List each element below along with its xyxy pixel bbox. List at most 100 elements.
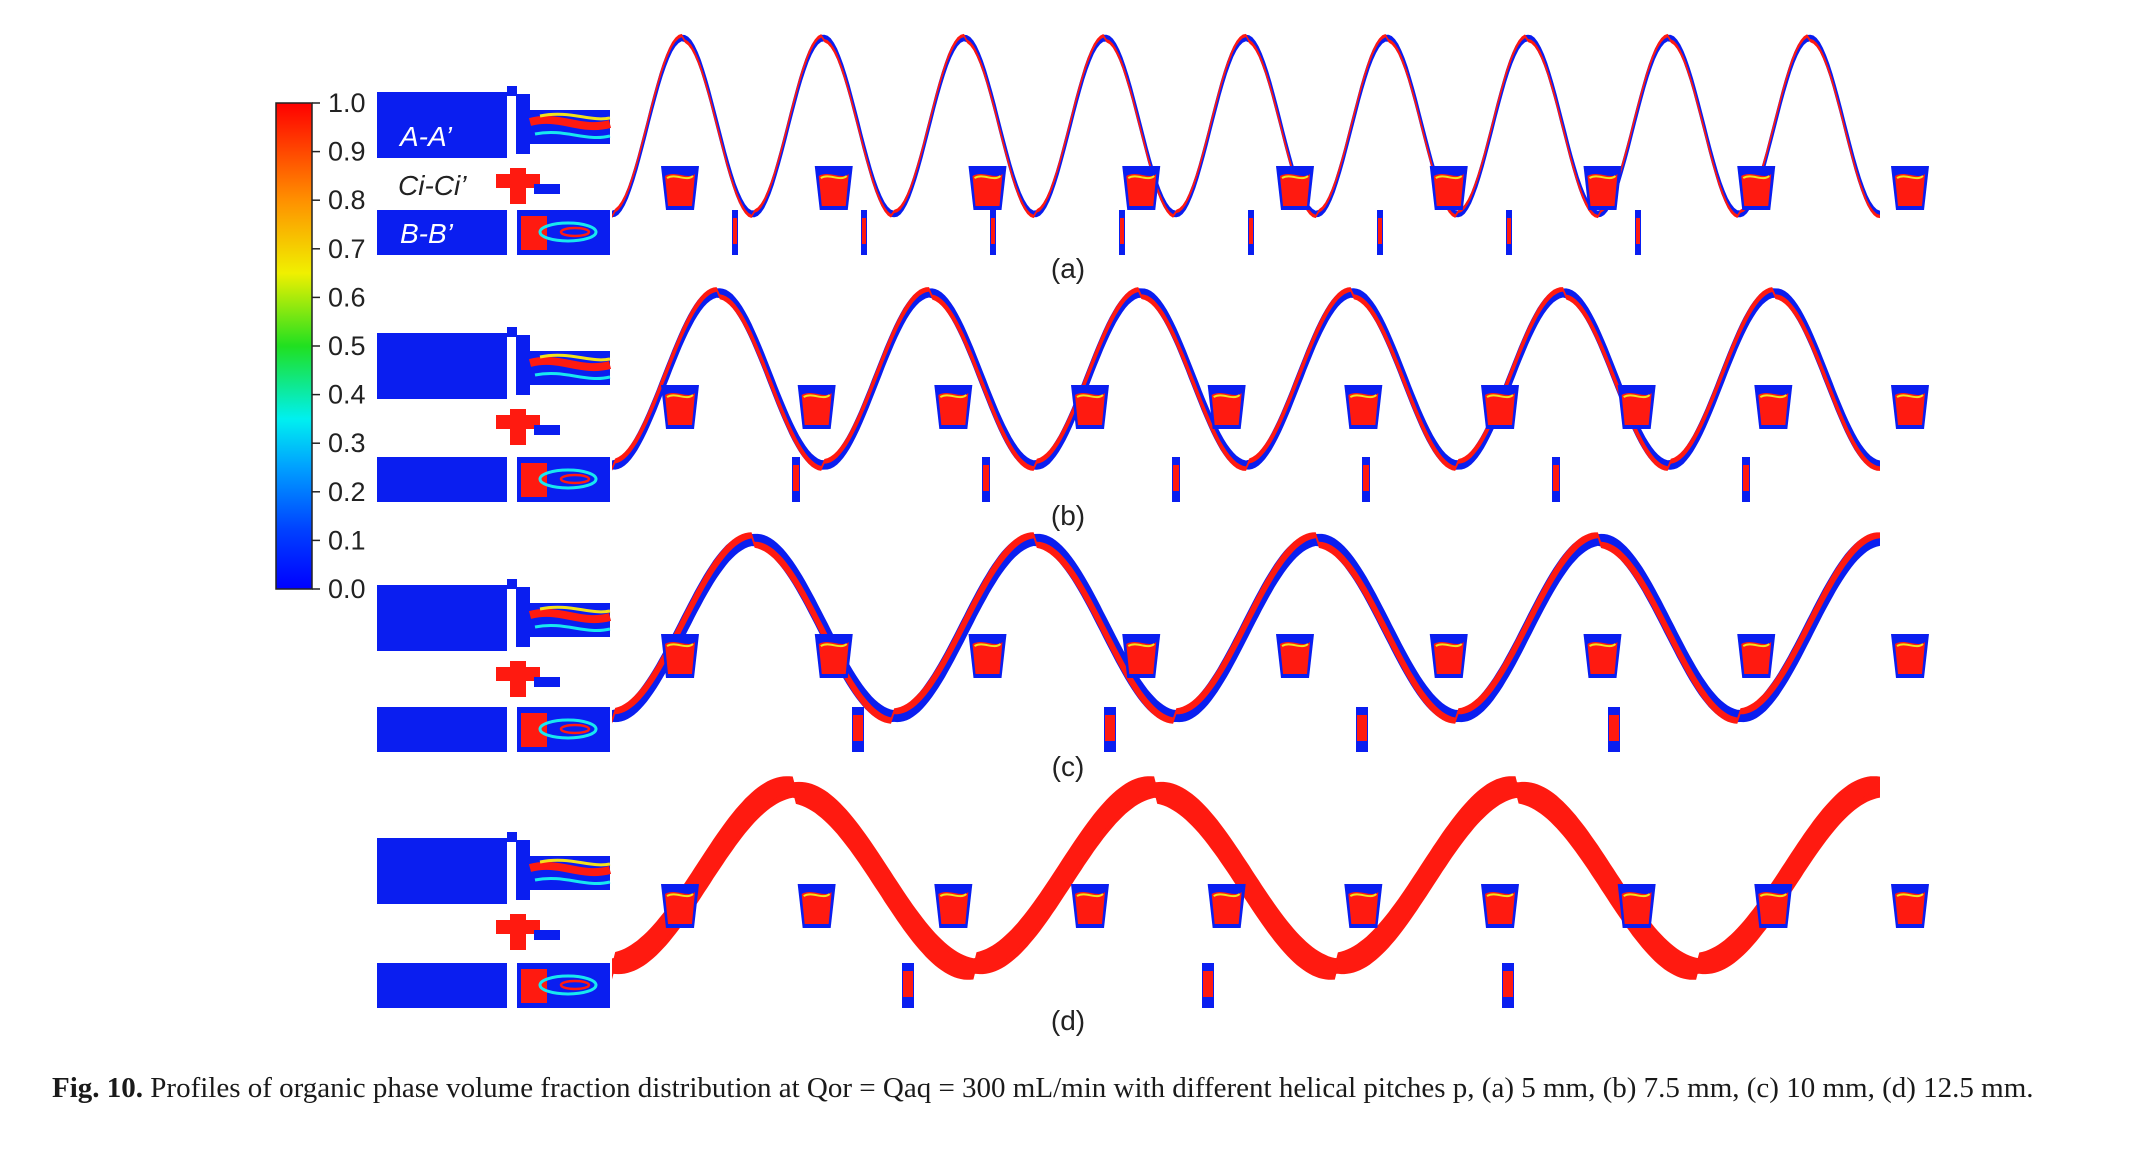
cross-section-interface bbox=[939, 394, 967, 399]
outlet-section-bar-red bbox=[1173, 465, 1179, 491]
cross-section-red bbox=[1280, 174, 1310, 206]
outlet-section-bar-red bbox=[1357, 715, 1367, 741]
colorbar-tick-label: 0.7 bbox=[328, 234, 366, 264]
cross-section-interface bbox=[666, 394, 694, 399]
contour-bb-red bbox=[521, 713, 547, 747]
outlet-section-bar-red bbox=[1503, 971, 1513, 997]
cross-section-interface bbox=[1127, 643, 1155, 648]
cross-section-ci bbox=[496, 667, 540, 681]
cross-section-red bbox=[938, 892, 969, 924]
cross-section-interface bbox=[666, 893, 694, 898]
outlet-section-bar-red bbox=[862, 218, 866, 244]
contour-bb-red bbox=[521, 463, 547, 497]
cross-section-interface bbox=[1759, 893, 1787, 898]
section-label-ci: Ci-Ci’ bbox=[398, 170, 467, 201]
inlet-channel bbox=[516, 335, 530, 395]
panel-label: (b) bbox=[1051, 500, 1085, 531]
organic-phase-band bbox=[612, 776, 1880, 980]
outlet-section-bar-red bbox=[853, 715, 863, 741]
colorbar-ticks: 1.0 0.9 0.8 0.7 0.6 0.5 0.4 0.3 0.2 0.1 0.0 bbox=[312, 88, 366, 604]
inlet-block-aa bbox=[377, 92, 507, 158]
phase-streak bbox=[528, 608, 612, 624]
contour-bb-ring bbox=[538, 468, 598, 490]
cross-section-red bbox=[1621, 393, 1652, 425]
cross-section-red bbox=[1741, 642, 1772, 674]
outlet-section-bar-red bbox=[1120, 218, 1124, 244]
cross-section-red bbox=[1485, 892, 1515, 924]
cross-section-red bbox=[1280, 642, 1310, 674]
colorbar-tick-label: 0.8 bbox=[328, 185, 366, 215]
inlet-stem bbox=[507, 832, 517, 842]
outlet-section-bar-red bbox=[1507, 218, 1511, 244]
cross-section-red bbox=[1895, 892, 1925, 924]
inlet-stem bbox=[507, 327, 517, 337]
outlet-section-bar-red bbox=[1203, 971, 1213, 997]
cross-section-interface bbox=[1742, 175, 1770, 180]
cross-section-interface bbox=[1281, 643, 1309, 648]
inlet-stem bbox=[507, 579, 517, 589]
panel-label: (d) bbox=[1051, 1005, 1085, 1036]
cross-section-interface bbox=[803, 394, 831, 399]
organic-phase-band bbox=[612, 532, 1880, 724]
cross-section-interface bbox=[803, 893, 831, 898]
organic-phase-band bbox=[612, 33, 1880, 219]
cross-section-interface bbox=[1623, 893, 1651, 898]
caption-label: Fig. 10. bbox=[52, 1072, 144, 1104]
phase-streak bbox=[534, 877, 611, 885]
colorbar-tick-label: 0.2 bbox=[328, 477, 366, 507]
cross-section-interface bbox=[1486, 394, 1514, 399]
panel-d: (d) bbox=[377, 776, 1929, 1036]
cross-section-interface bbox=[1281, 175, 1309, 180]
cross-section-red bbox=[1075, 393, 1105, 425]
contour-bb-ring bbox=[559, 473, 591, 485]
contour-bb-red bbox=[521, 216, 547, 250]
cross-section-ci bbox=[496, 920, 540, 934]
cross-section-interface bbox=[974, 175, 1002, 180]
contour-bb-ring bbox=[538, 974, 598, 996]
cross-section-red bbox=[1211, 393, 1242, 425]
inlet-channel bbox=[516, 587, 530, 647]
cross-section-ci bbox=[534, 184, 560, 194]
contour-bb-ring bbox=[559, 226, 591, 238]
outlet-section-bar-red bbox=[983, 465, 989, 491]
phase-streak bbox=[539, 112, 611, 121]
cross-section-interface bbox=[1742, 643, 1770, 648]
colorbar-tick-label: 0.4 bbox=[328, 380, 366, 410]
colorbar-gradient bbox=[275, 102, 313, 590]
cross-section-red bbox=[665, 174, 695, 206]
phase-streak bbox=[534, 624, 611, 632]
cross-section-interface bbox=[1435, 175, 1463, 180]
colorbar-tick-label: 0.6 bbox=[328, 282, 366, 312]
cross-section-red bbox=[1741, 174, 1772, 206]
colorbar-tick-label: 0.1 bbox=[328, 525, 366, 555]
cross-section-interface bbox=[1589, 175, 1617, 180]
cross-section-red bbox=[972, 174, 1003, 206]
cross-section-interface bbox=[666, 643, 694, 648]
cross-section-interface bbox=[1896, 175, 1924, 180]
panel-label: (a) bbox=[1051, 253, 1085, 284]
inlet-channel bbox=[516, 840, 530, 900]
colorbar: 1.0 0.9 0.8 0.7 0.6 0.5 0.4 0.3 0.2 0.1 0.0 bbox=[275, 88, 366, 604]
cross-section-red bbox=[665, 892, 695, 924]
cross-section-red bbox=[1621, 892, 1652, 924]
cross-section-interface bbox=[939, 893, 967, 898]
cross-section-interface bbox=[1623, 394, 1651, 399]
cross-section-red bbox=[1433, 174, 1464, 206]
cross-section-red bbox=[1895, 393, 1925, 425]
inlet-block-aa bbox=[377, 585, 507, 651]
cross-section-ci bbox=[534, 425, 560, 435]
outlet-section-bar-red bbox=[1378, 218, 1382, 244]
cross-section-red bbox=[818, 642, 849, 674]
cross-section-red bbox=[1485, 393, 1515, 425]
panel-a: (a) bbox=[377, 33, 1929, 284]
cross-section-interface bbox=[1349, 893, 1377, 898]
cross-section-red bbox=[1895, 642, 1925, 674]
cross-section-ci bbox=[496, 415, 540, 429]
caption-text: Profiles of organic phase volume fractio… bbox=[150, 1072, 2034, 1104]
contour-bb-ring bbox=[559, 723, 591, 735]
panel-c: (c) bbox=[377, 532, 1929, 782]
cross-section-interface bbox=[1213, 394, 1241, 399]
colorbar-tick-label: 0.5 bbox=[328, 331, 366, 361]
section-labels: A-A’ Ci-Ci’ B-B’ bbox=[398, 121, 467, 249]
outlet-section-bar-red bbox=[1105, 715, 1115, 741]
